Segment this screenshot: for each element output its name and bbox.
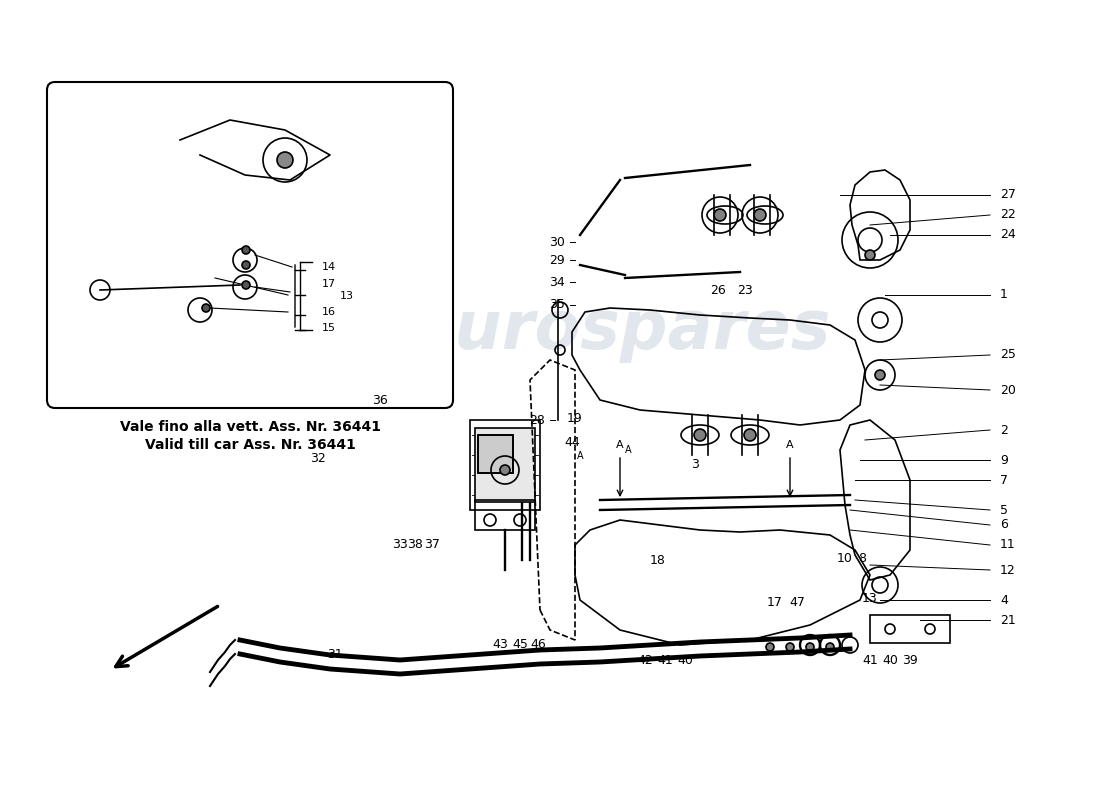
Text: Valid till car Ass. Nr. 36441: Valid till car Ass. Nr. 36441 (144, 438, 355, 452)
Text: 43: 43 (492, 638, 508, 651)
Text: 12: 12 (1000, 563, 1015, 577)
Circle shape (242, 246, 250, 254)
Circle shape (714, 209, 726, 221)
Text: 34: 34 (549, 275, 565, 289)
Bar (475, 500, 535, 530)
Circle shape (786, 643, 794, 651)
Bar (870, 615, 950, 643)
Circle shape (826, 643, 834, 651)
Text: 40: 40 (678, 654, 693, 666)
Text: 3: 3 (691, 458, 698, 471)
Text: 4: 4 (1000, 594, 1008, 606)
Text: 7: 7 (1000, 474, 1008, 486)
Text: 32: 32 (310, 451, 326, 465)
Text: 13: 13 (862, 591, 878, 605)
Text: 33: 33 (392, 538, 408, 551)
Text: 29: 29 (549, 254, 565, 266)
Circle shape (500, 465, 510, 475)
Text: eurospares: eurospares (119, 269, 382, 311)
Text: 26: 26 (711, 283, 726, 297)
Text: A: A (625, 445, 631, 455)
Text: 8: 8 (858, 551, 866, 565)
Text: 9: 9 (1000, 454, 1008, 466)
Text: 44: 44 (564, 437, 580, 450)
Text: 35: 35 (549, 298, 565, 311)
Circle shape (806, 643, 814, 651)
Circle shape (744, 429, 756, 441)
Circle shape (202, 304, 210, 312)
Text: 2: 2 (1000, 423, 1008, 437)
Text: 46: 46 (530, 638, 546, 651)
Text: 22: 22 (1000, 209, 1015, 222)
Circle shape (277, 152, 293, 168)
Bar (470, 420, 540, 510)
Circle shape (865, 250, 874, 260)
Text: 17: 17 (322, 279, 337, 289)
FancyBboxPatch shape (47, 82, 453, 408)
Text: 39: 39 (902, 654, 917, 666)
Text: 37: 37 (425, 538, 440, 551)
Text: 14: 14 (322, 262, 337, 272)
Text: A: A (576, 451, 583, 461)
Text: 17: 17 (767, 597, 783, 610)
Text: Vale fino alla vett. Ass. Nr. 36441: Vale fino alla vett. Ass. Nr. 36441 (120, 420, 381, 434)
Circle shape (766, 643, 774, 651)
Text: 41: 41 (862, 654, 878, 666)
Text: 27: 27 (1000, 189, 1016, 202)
Text: 24: 24 (1000, 229, 1015, 242)
Text: 30: 30 (549, 235, 565, 249)
Text: 16: 16 (322, 307, 335, 317)
Bar (475, 428, 535, 502)
Text: 36: 36 (372, 394, 388, 406)
Circle shape (242, 281, 250, 289)
Circle shape (754, 209, 766, 221)
Text: 1: 1 (1000, 289, 1008, 302)
Text: 40: 40 (882, 654, 898, 666)
Text: 15: 15 (322, 323, 335, 333)
Bar (478, 435, 513, 473)
Text: 5: 5 (1000, 503, 1008, 517)
Text: 21: 21 (1000, 614, 1015, 626)
Text: 20: 20 (1000, 383, 1016, 397)
Text: 38: 38 (407, 538, 422, 551)
Text: 10: 10 (837, 551, 852, 565)
Text: 47: 47 (789, 597, 805, 610)
Text: 45: 45 (513, 638, 528, 651)
Bar (478, 435, 513, 473)
Text: eurospares: eurospares (409, 297, 830, 363)
Circle shape (242, 261, 250, 269)
Text: 31: 31 (327, 649, 343, 662)
Text: 28: 28 (529, 414, 544, 426)
Text: A: A (616, 440, 624, 450)
Text: 41: 41 (657, 654, 673, 666)
Text: 18: 18 (650, 554, 666, 566)
Text: 6: 6 (1000, 518, 1008, 531)
Text: 42: 42 (637, 654, 653, 666)
Text: 13: 13 (340, 291, 354, 301)
Text: 23: 23 (737, 283, 752, 297)
Text: 11: 11 (1000, 538, 1015, 551)
Text: 19: 19 (568, 411, 583, 425)
Text: A: A (786, 440, 794, 450)
Circle shape (694, 429, 706, 441)
Circle shape (874, 370, 886, 380)
Text: 25: 25 (1000, 349, 1016, 362)
